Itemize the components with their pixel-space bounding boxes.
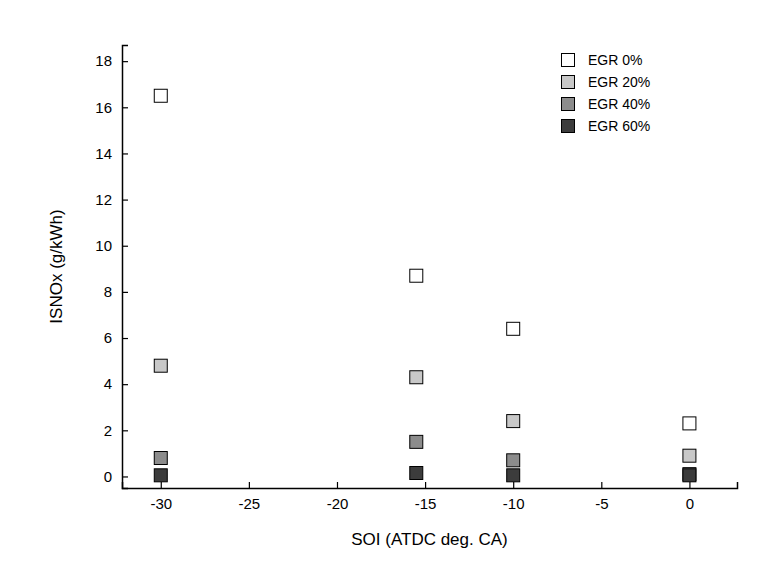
point — [154, 359, 167, 372]
y-tick: 4 — [104, 375, 128, 392]
y-tick-label: 16 — [95, 99, 112, 116]
x-tick: -10 — [503, 482, 525, 512]
legend-marker — [562, 76, 575, 89]
y-tick-label: 12 — [95, 191, 112, 208]
point — [154, 89, 167, 102]
x-tick-label: -25 — [239, 495, 261, 512]
y-tick-label: 14 — [95, 145, 112, 162]
y-axis: 0 2 4 6 8 10 12 14 16 18 — [95, 46, 128, 489]
x-tick-mark — [249, 482, 250, 488]
x-tick: 0 — [686, 482, 694, 512]
y-tick-mark — [122, 430, 128, 431]
point — [507, 415, 520, 428]
point — [410, 435, 423, 448]
point — [154, 452, 167, 465]
legend-marker — [562, 54, 575, 67]
y-tick-label: 4 — [104, 375, 112, 392]
legend-label: EGR 20% — [588, 74, 650, 90]
point — [507, 322, 520, 335]
x-axis-line — [123, 482, 738, 489]
point — [410, 467, 423, 480]
chart: -30 -25 -20 -15 -10 -5 0 0 2 4 6 8 10 12 14 16 18 SOI (AT… — [0, 0, 758, 578]
y-tick-mark — [122, 199, 128, 200]
legend-label: EGR 0% — [588, 52, 642, 68]
x-tick-label: -5 — [595, 495, 608, 512]
y-tick-label: 2 — [104, 422, 112, 439]
x-tick-mark — [689, 482, 690, 488]
y-tick-mark — [122, 61, 128, 62]
y-tick-label: 18 — [95, 52, 112, 69]
y-axis-title: ISNOx (g/kWh) — [47, 209, 66, 323]
x-tick-label: -15 — [415, 495, 437, 512]
x-tick-label: -20 — [327, 495, 349, 512]
series — [154, 467, 696, 482]
point — [410, 269, 423, 282]
y-tick: 8 — [104, 283, 128, 300]
x-tick: -15 — [415, 482, 437, 512]
y-tick: 12 — [95, 191, 128, 208]
series — [154, 359, 696, 462]
plot: -30 -25 -20 -15 -10 -5 0 0 2 4 6 8 10 12 14 16 18 — [95, 46, 737, 512]
y-tick: 2 — [104, 422, 128, 439]
legend: EGR 0% EGR 20% EGR 40% EGR 60% — [562, 52, 651, 134]
x-tick-mark — [161, 482, 162, 488]
y-axis-line — [123, 46, 129, 489]
series — [154, 435, 696, 480]
x-axis: -30 -25 -20 -15 -10 -5 0 — [123, 482, 738, 512]
point — [683, 449, 696, 462]
y-tick: 16 — [95, 99, 128, 116]
x-axis-title: SOI (ATDC deg. CA) — [351, 530, 508, 549]
y-tick-mark — [122, 246, 128, 247]
point — [683, 469, 696, 482]
x-tick: -5 — [595, 482, 608, 512]
x-tick-label: -10 — [503, 495, 525, 512]
y-tick-label: 10 — [95, 237, 112, 254]
y-tick-label: 0 — [104, 468, 112, 485]
point — [507, 469, 520, 482]
legend-marker — [562, 120, 575, 133]
points — [154, 89, 696, 482]
legend-marker — [562, 98, 575, 111]
x-tick-mark — [601, 482, 602, 488]
legend-label: EGR 60% — [588, 118, 650, 134]
y-tick: 10 — [95, 237, 128, 254]
x-tick-mark — [337, 482, 338, 488]
x-tick: -25 — [239, 482, 261, 512]
x-tick: -20 — [327, 482, 349, 512]
point — [154, 469, 167, 482]
point — [507, 454, 520, 467]
y-tick-label: 8 — [104, 283, 112, 300]
y-tick-label: 6 — [104, 329, 112, 346]
y-tick: 6 — [104, 329, 128, 346]
y-tick: 18 — [95, 52, 128, 69]
y-tick-mark — [122, 476, 128, 477]
legend-label: EGR 40% — [588, 96, 650, 112]
x-tick-mark — [425, 482, 426, 488]
y-tick: 0 — [104, 468, 128, 485]
x-tick-label: 0 — [686, 495, 694, 512]
y-tick-mark — [122, 292, 128, 293]
x-tick-label: -30 — [150, 495, 172, 512]
y-tick: 14 — [95, 145, 128, 162]
series — [154, 89, 696, 430]
y-tick-mark — [122, 153, 128, 154]
y-tick-mark — [122, 107, 128, 108]
point — [410, 371, 423, 384]
y-tick-mark — [122, 384, 128, 385]
y-tick-mark — [122, 338, 128, 339]
point — [683, 417, 696, 430]
x-tick-mark — [513, 482, 514, 488]
x-tick: -30 — [150, 482, 172, 512]
